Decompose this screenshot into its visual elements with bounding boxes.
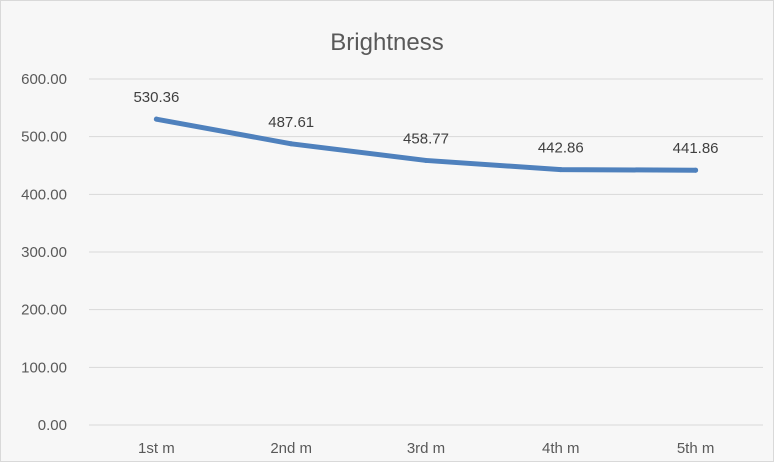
y-tick-label: 500.00 — [21, 129, 67, 146]
x-tick-label: 5th m — [677, 440, 715, 457]
x-tick-label: 2nd m — [270, 440, 312, 457]
y-tick-label: 400.00 — [21, 186, 67, 203]
data-label: 487.61 — [268, 114, 314, 131]
x-tick-label: 1st m — [138, 440, 175, 457]
data-label: 458.77 — [403, 130, 449, 147]
data-label: 530.36 — [133, 89, 179, 106]
x-tick-label: 3rd m — [407, 440, 445, 457]
data-point — [558, 167, 564, 173]
data-label: 441.86 — [673, 140, 719, 157]
data-point — [153, 116, 159, 122]
y-tick-label: 100.00 — [21, 359, 67, 376]
x-tick-label: 4th m — [542, 440, 580, 457]
data-point — [423, 157, 429, 163]
y-tick-label: 600.00 — [21, 71, 67, 88]
data-point — [693, 167, 699, 173]
y-tick-label: 200.00 — [21, 302, 67, 319]
data-point — [288, 141, 294, 147]
y-tick-label: 0.00 — [38, 417, 67, 434]
data-label: 442.86 — [538, 140, 584, 157]
chart-title: Brightness — [330, 29, 444, 56]
y-tick-label: 300.00 — [21, 244, 67, 261]
